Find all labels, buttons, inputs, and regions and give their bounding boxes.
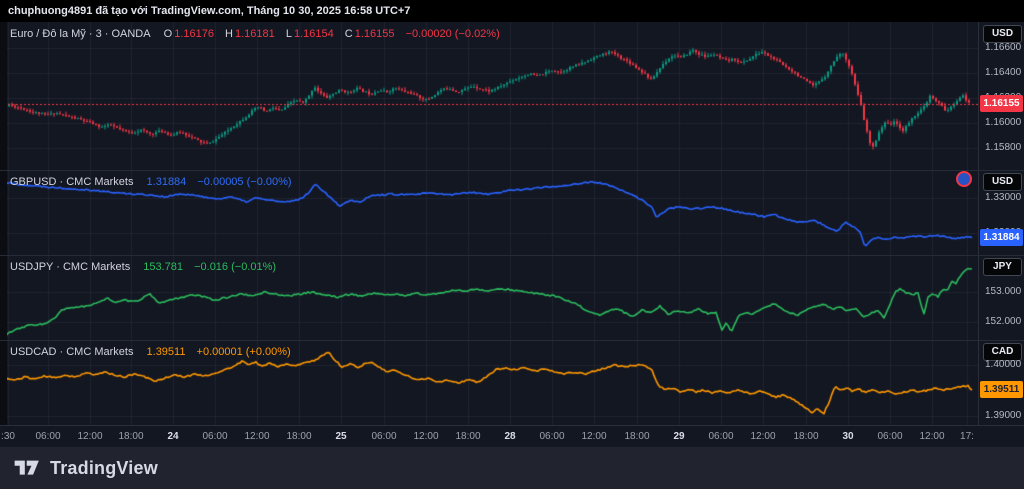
currency-label: USD	[983, 25, 1022, 43]
eu-flag-countdown-icon	[956, 171, 972, 187]
time-axis-label: 29	[673, 431, 685, 442]
price-scale-label: 1.40000	[985, 359, 1022, 370]
change-value: −0.016 (−0.01%)	[194, 261, 277, 273]
time-axis-label: 06:00	[202, 431, 228, 442]
low-label: L	[285, 28, 292, 40]
price-scale-gbpusd[interactable]: USD 1.31884 1.330001.32000	[978, 170, 1024, 255]
time-axis-label: 17:	[960, 431, 974, 442]
time-axis-label: 06:00	[539, 431, 565, 442]
change-value: +0.00001 (+0.00%)	[196, 346, 291, 358]
time-axis-label: 24	[167, 431, 179, 442]
time-axis-label: 30	[842, 431, 854, 442]
symbol-title: USDCAD · CMC Markets	[10, 346, 134, 358]
price-scale-usdjpy[interactable]: JPY 153.000 152.000	[978, 255, 1024, 340]
currency-label: JPY	[983, 258, 1022, 276]
currency-label: USD	[983, 173, 1022, 191]
tradingview-logo-icon[interactable]	[14, 458, 42, 478]
time-axis-label: 12:00	[77, 431, 103, 442]
price-scale-label: 1.16400	[985, 67, 1022, 78]
change-value: −0.00020 (−0.02%)	[405, 28, 500, 40]
left-edge-strip	[0, 22, 7, 425]
last-value: 153.781	[143, 261, 184, 273]
tradingview-brand-text[interactable]: TradingView	[50, 457, 158, 478]
price-scale-label: 153.000	[985, 285, 1022, 297]
time-axis-label: 12:00	[750, 431, 776, 442]
time-axis-label: 12:00	[244, 431, 270, 442]
panel-separator[interactable]	[0, 170, 1024, 171]
usdcad-legend: USDCAD · CMC Markets 1.39511 +0.00001 (+…	[10, 346, 299, 358]
panel-separator[interactable]	[0, 255, 1024, 256]
close-value: 1.16155	[354, 28, 395, 40]
symbol-title: GBPUSD · CMC Markets	[10, 176, 134, 188]
attribution-bar: chuphuong4891 đã tạo với TradingView.com…	[0, 0, 1024, 22]
close-label: C	[344, 28, 353, 40]
open-label: O	[163, 28, 173, 40]
gbpusd-line-chart[interactable]	[0, 170, 978, 255]
price-scale-usdcad[interactable]: CAD 1.39511 1.40000 1.39000	[978, 340, 1024, 425]
time-axis-label: 06:00	[877, 431, 903, 442]
symbol-title: USDJPY · CMC Markets	[10, 261, 131, 273]
time-axis-label: 18:00	[793, 431, 819, 442]
last-price-badge: 1.16155	[980, 95, 1023, 113]
time-axis-label: 06:00	[708, 431, 734, 442]
time-axis-label: 18:00	[624, 431, 650, 442]
time-axis-label: 06:00	[35, 431, 61, 442]
price-scale-eurusd[interactable]: USD 1.16155 1.166001.164001.162001.16000…	[978, 22, 1024, 170]
last-price-badge: 1.31884	[980, 228, 1023, 246]
eurusd-legend: Euro / Đô la Mỹ · 3 · OANDA O 1.16176 H 1.…	[10, 28, 508, 40]
panel-eurusd: Euro / Đô la Mỹ · 3 · OANDA O 1.16176 H 1.…	[0, 22, 1024, 187]
panel-separator[interactable]	[0, 340, 1024, 341]
panel-usdjpy: USDJPY · CMC Markets 153.781 −0.016 (−0.…	[0, 255, 1024, 340]
last-price-badge: 1.39511	[980, 381, 1023, 399]
price-scale-label: 152.000	[985, 315, 1022, 327]
time-axis-label: 12:00	[919, 431, 945, 442]
time-axis-label: 28	[504, 431, 516, 442]
open-value: 1.16176	[174, 28, 214, 40]
panel-usdcad: USDCAD · CMC Markets 1.39511 +0.00001 (+…	[0, 340, 1024, 425]
price-scale-label: 1.15800	[985, 142, 1022, 153]
footer-bar: TradingView	[0, 447, 1024, 489]
time-axis-label: 18:00	[455, 431, 481, 442]
time-axis-label: 18:00	[286, 431, 312, 442]
time-axis[interactable]: :30 06:00 12:00 18:00 24 06:00 12:00 18:00 25 06:…	[0, 425, 1024, 447]
price-scale-label: 1.16000	[985, 117, 1022, 128]
usdcad-line-chart[interactable]	[0, 340, 978, 425]
gbpusd-legend: GBPUSD · CMC Markets 1.31884 −0.00005 (−…	[10, 176, 300, 188]
panel-gbpusd: GBPUSD · CMC Markets 1.31884 −0.00005 (−…	[0, 170, 1024, 255]
last-value: 1.39511	[146, 346, 186, 358]
time-axis-label: 25	[335, 431, 347, 442]
currency-label: CAD	[983, 343, 1022, 361]
last-value: 1.31884	[146, 176, 187, 188]
time-axis-label: 18:00	[118, 431, 144, 442]
high-value: 1.16181	[235, 28, 275, 40]
time-axis-label: 12:00	[413, 431, 439, 442]
change-value: −0.00005 (−0.00%)	[197, 176, 292, 188]
usdjpy-legend: USDJPY · CMC Markets 153.781 −0.016 (−0.…	[10, 261, 284, 273]
symbol-title: Euro / Đô la Mỹ · 3 · OANDA	[10, 28, 151, 40]
low-value: 1.16154	[293, 28, 334, 40]
price-scale-label: 1.16600	[985, 42, 1022, 53]
time-axis-label: 06:00	[371, 431, 397, 442]
price-scale-label: 1.39000	[985, 410, 1022, 422]
time-axis-label: 12:00	[581, 431, 607, 442]
time-axis-label: :30	[1, 431, 15, 442]
usdjpy-line-chart[interactable]	[0, 255, 978, 340]
price-scale-label: 1.33000	[985, 192, 1022, 203]
eurusd-candle-chart[interactable]	[0, 22, 978, 170]
high-label: H	[225, 28, 233, 40]
